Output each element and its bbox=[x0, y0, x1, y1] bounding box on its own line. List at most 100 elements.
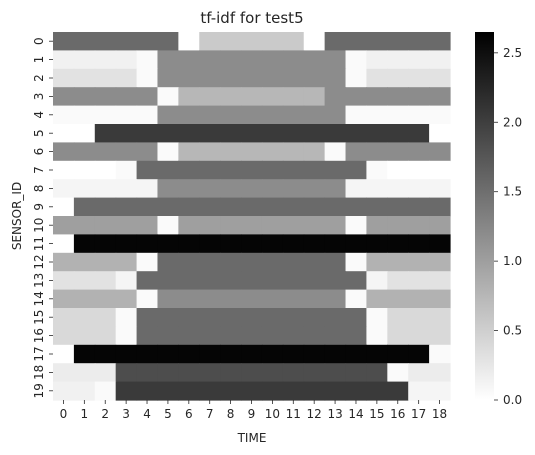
heatmap-cell bbox=[261, 252, 284, 272]
heatmap-cell bbox=[282, 234, 305, 254]
heatmap-cell bbox=[178, 50, 200, 70]
heatmap-cell bbox=[136, 344, 159, 364]
heatmap-cell bbox=[157, 32, 179, 51]
x-tick-label: 3 bbox=[122, 407, 130, 421]
heatmap-cell bbox=[157, 142, 179, 162]
heatmap-cell bbox=[345, 271, 368, 291]
heatmap-cell bbox=[220, 160, 242, 180]
heatmap-cell bbox=[429, 50, 451, 70]
heatmap-cell bbox=[178, 160, 200, 180]
heatmap-cell bbox=[94, 216, 117, 235]
heatmap-cell bbox=[366, 216, 388, 235]
heatmap-cell bbox=[94, 142, 117, 162]
heatmap-cell bbox=[178, 344, 200, 364]
heatmap-cell bbox=[157, 344, 179, 364]
heatmap-cell bbox=[408, 50, 430, 70]
heatmap-cell bbox=[261, 308, 284, 327]
heatmap-cell bbox=[73, 289, 96, 309]
heatmap-cell bbox=[178, 124, 200, 143]
heatmap-cell bbox=[429, 216, 451, 235]
heatmap-cell bbox=[115, 308, 138, 327]
heatmap-cell bbox=[53, 32, 75, 51]
heatmap-cell bbox=[387, 68, 409, 88]
heatmap-cell bbox=[178, 142, 200, 162]
y-tick-label: 4 bbox=[32, 111, 46, 119]
heatmap-cell bbox=[115, 179, 138, 199]
y-tick-label: 3 bbox=[32, 93, 46, 101]
heatmap-cell bbox=[73, 308, 96, 327]
heatmap-cell bbox=[241, 32, 263, 51]
heatmap-cell bbox=[241, 124, 263, 143]
heatmap-cell bbox=[94, 50, 117, 70]
y-tick-label: 17 bbox=[32, 346, 46, 361]
heatmap-cell bbox=[366, 234, 388, 254]
x-tick-label: 16 bbox=[390, 407, 405, 421]
heatmap-cell bbox=[324, 252, 347, 272]
heatmap-cell bbox=[366, 87, 388, 107]
heatmap-cell bbox=[199, 252, 221, 272]
heatmap-cell bbox=[73, 197, 96, 217]
heatmap-cell bbox=[157, 50, 179, 70]
heatmap-cell bbox=[136, 68, 159, 88]
heatmap-cell bbox=[429, 363, 451, 383]
heatmap-cell bbox=[324, 124, 347, 143]
heatmap-cell bbox=[241, 179, 263, 199]
y-tick-label: 6 bbox=[32, 148, 46, 156]
heatmap-cell bbox=[408, 381, 430, 401]
heatmap-cell bbox=[136, 105, 159, 125]
heatmap-cell bbox=[303, 124, 326, 143]
heatmap-cell bbox=[261, 289, 284, 309]
x-axis-ticks: 0 1 2 3 4 5 6 7 8 9 10 11 12 13 14 15 16 17 18 bbox=[60, 400, 447, 421]
heatmap-cell bbox=[115, 344, 138, 364]
heatmap-cell bbox=[429, 142, 451, 162]
heatmap-cell bbox=[157, 381, 179, 401]
heatmap-cell bbox=[53, 326, 75, 346]
heatmap-cell bbox=[115, 381, 138, 401]
heatmap-cell bbox=[387, 124, 409, 143]
heatmap-cell bbox=[157, 87, 179, 107]
heatmap-cell bbox=[115, 87, 138, 107]
heatmap-cell bbox=[387, 197, 409, 217]
heatmap-cell bbox=[324, 105, 347, 125]
heatmap-cell bbox=[345, 344, 368, 364]
heatmap-cell bbox=[53, 160, 75, 180]
heatmap-cell bbox=[282, 363, 305, 383]
colorbar-ticks: 0.0 0.5 1.0 1.5 2.0 2.5 bbox=[494, 46, 522, 407]
heatmap-cell bbox=[115, 289, 138, 309]
heatmap-cell bbox=[366, 308, 388, 327]
heatmap-cell bbox=[157, 363, 179, 383]
colorbar-tick-label: 0.0 bbox=[503, 393, 522, 407]
heatmap-cell bbox=[408, 363, 430, 383]
heatmap-cell bbox=[345, 50, 368, 70]
colorbar-tick-label: 1.0 bbox=[503, 254, 522, 268]
heatmap-cell bbox=[345, 216, 368, 235]
heatmap-cell bbox=[220, 289, 242, 309]
heatmap-cell bbox=[408, 252, 430, 272]
y-tick-label: 8 bbox=[32, 185, 46, 193]
heatmap-cell bbox=[199, 124, 221, 143]
heatmap-cell bbox=[157, 252, 179, 272]
heatmap-cell bbox=[53, 381, 75, 401]
heatmap-cell bbox=[73, 326, 96, 346]
heatmap-cell bbox=[261, 216, 284, 235]
heatmap-cell bbox=[178, 105, 200, 125]
colorbar-tick-label: 2.5 bbox=[503, 46, 522, 60]
heatmap-cell bbox=[220, 87, 242, 107]
heatmap-cell bbox=[261, 344, 284, 364]
heatmap-cell bbox=[199, 68, 221, 88]
heatmap-cell bbox=[157, 289, 179, 309]
heatmap-cell bbox=[387, 216, 409, 235]
heatmap-cell bbox=[324, 160, 347, 180]
heatmap-cell bbox=[94, 234, 117, 254]
heatmap-cell bbox=[136, 197, 159, 217]
heatmap-cell bbox=[178, 326, 200, 346]
heatmap-cell bbox=[241, 142, 263, 162]
x-tick-label: 9 bbox=[248, 407, 256, 421]
colorbar-tick-label: 0.5 bbox=[503, 324, 522, 338]
heatmap-cell bbox=[241, 197, 263, 217]
heatmap-cell bbox=[220, 216, 242, 235]
heatmap-cell bbox=[324, 50, 347, 70]
heatmap-cell bbox=[73, 32, 96, 51]
heatmap-cell bbox=[324, 234, 347, 254]
heatmap-cell bbox=[53, 68, 75, 88]
